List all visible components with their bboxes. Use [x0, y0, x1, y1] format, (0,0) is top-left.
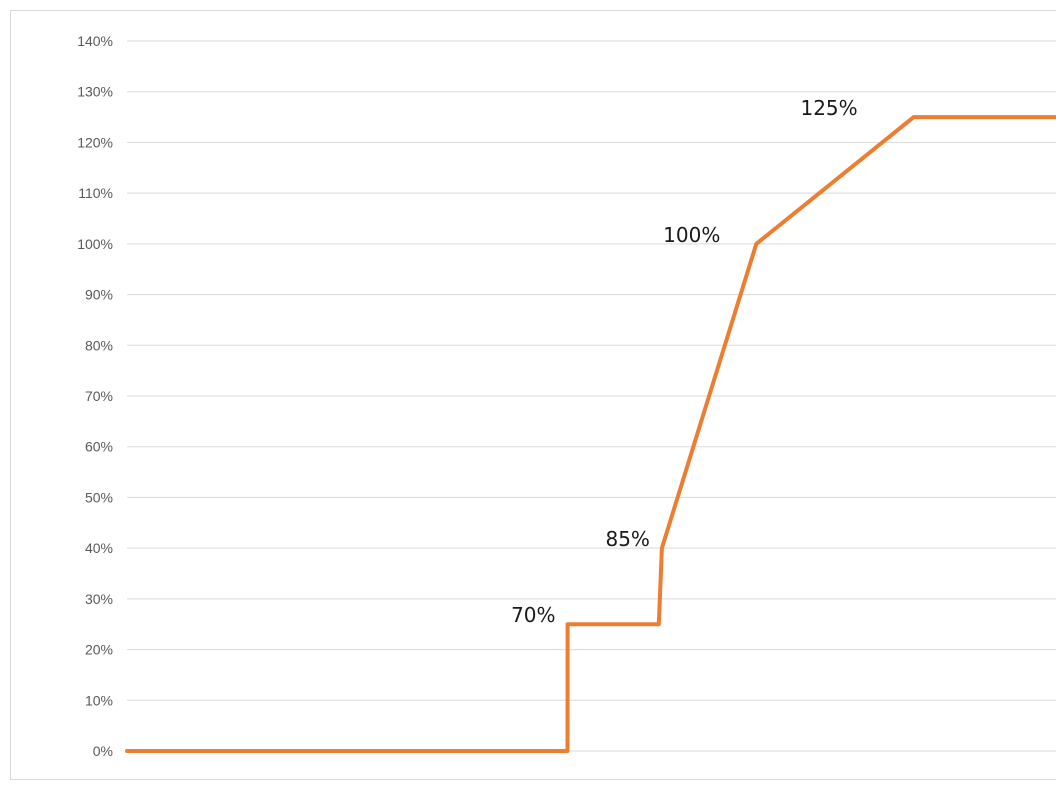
chart-svg: 0% 10% 20% 30% 40% 50% 60% 70% 80% 90% 100% 110% 120…	[77, 33, 1056, 759]
y-tick-label: 20%	[85, 642, 113, 658]
y-tick-label: 30%	[85, 591, 113, 607]
y-tick-label: 40%	[85, 540, 113, 556]
y-tick-label: 130%	[77, 84, 113, 100]
data-label: 70%	[511, 603, 555, 627]
data-label: 125%	[800, 96, 857, 120]
y-tick-label: 80%	[85, 337, 113, 353]
y-tick-label: 60%	[85, 439, 113, 455]
y-tick-label: 140%	[77, 33, 113, 49]
chart-frame: 0% 10% 20% 30% 40% 50% 60% 70% 80% 90% 100% 110% 120…	[10, 10, 1056, 780]
series-line	[125, 115, 1056, 753]
data-label: 85%	[605, 527, 649, 551]
y-tick-label: 100%	[77, 236, 113, 252]
y-tick-label: 70%	[85, 388, 113, 404]
y-tick-label: 10%	[85, 692, 113, 708]
y-tick-label: 90%	[85, 287, 113, 303]
y-tick-label: 110%	[78, 185, 113, 201]
y-tick-label: 50%	[85, 489, 113, 505]
y-tick-label: 120%	[77, 134, 113, 150]
data-label: 100%	[663, 223, 720, 247]
y-tick-label: 0%	[93, 743, 113, 759]
